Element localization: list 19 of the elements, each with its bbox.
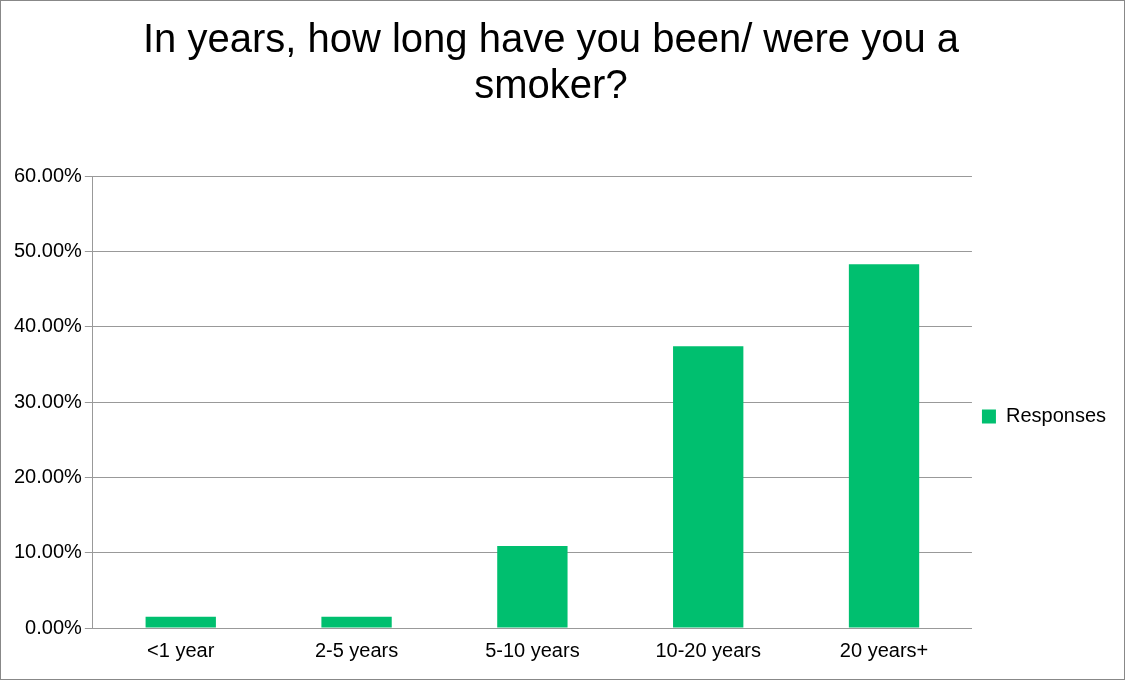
x-tick-label: 20 years+ xyxy=(839,638,929,661)
bar xyxy=(848,264,920,628)
y-tick-label: 30.00% xyxy=(13,389,83,412)
y-tick-label: 50.00% xyxy=(13,238,83,261)
x-tick-label: 10-20 years xyxy=(655,638,762,661)
y-tick-label: 20.00% xyxy=(13,464,83,487)
x-tick-label: <1 year xyxy=(147,638,215,661)
y-tick-label: 40.00% xyxy=(13,314,83,337)
bar xyxy=(673,346,744,628)
bar xyxy=(321,616,392,628)
x-tick-label: 5-10 years xyxy=(485,638,580,661)
x-tick-label: 2-5 years xyxy=(314,638,399,661)
bar xyxy=(145,616,216,628)
chart-title: In years, how long have you been/ were you a smoker? xyxy=(141,15,961,107)
y-tick-label: 10.00% xyxy=(13,540,83,563)
y-tick-label: 0.00% xyxy=(25,615,83,638)
y-tick-label: 60.00% xyxy=(13,163,83,186)
bar xyxy=(497,545,568,628)
legend-label: Responses xyxy=(1005,404,1106,427)
